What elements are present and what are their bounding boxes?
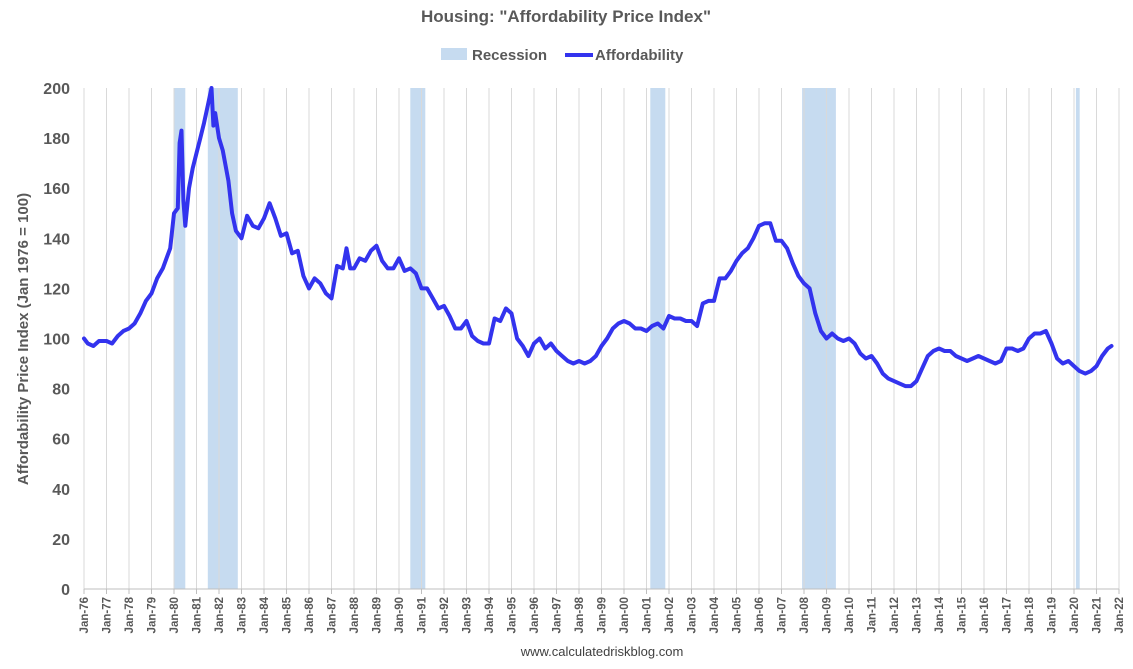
x-tick-label: Jan-97 [552, 597, 564, 633]
y-tick-label: 0 [61, 582, 70, 599]
x-tick-label: Jan-03 [687, 597, 699, 633]
x-tick-label: Jan-06 [754, 597, 766, 633]
legend-recession-swatch [441, 48, 467, 60]
x-tick-label: Jan-98 [574, 596, 586, 633]
y-tick-label: 120 [43, 281, 70, 298]
x-tick-label: Jan-08 [799, 596, 811, 633]
x-tick-label: Jan-19 [1047, 597, 1059, 633]
x-tick-label: Jan-85 [282, 596, 294, 633]
x-tick-label: Jan-90 [394, 597, 406, 633]
x-tick-label: Jan-10 [844, 597, 856, 633]
legend: Recession Affordability [441, 47, 684, 64]
x-tick-label: Jan-11 [867, 596, 879, 632]
x-tick-label: Jan-13 [912, 597, 924, 633]
x-tick-label: Jan-80 [169, 597, 181, 633]
chart-title: Housing: "Affordability Price Index" [421, 7, 711, 26]
recession-band [410, 88, 426, 589]
y-tick-label: 140 [43, 231, 70, 248]
grid-lines [83, 88, 1120, 589]
x-tick-label: Jan-79 [147, 597, 159, 633]
y-tick-label: 180 [43, 131, 70, 148]
affordability-series-line [82, 86, 1114, 389]
x-tick-label: Jan-21 [1092, 596, 1104, 633]
y-tick-label: 20 [52, 532, 70, 549]
x-tick-label: Jan-95 [507, 596, 519, 633]
x-tick-label: Jan-14 [934, 596, 946, 633]
recession-band [174, 88, 186, 589]
y-tick-label: 200 [43, 81, 70, 98]
x-tick-label: Jan-05 [732, 596, 744, 633]
x-tick-label: Jan-81 [192, 596, 204, 633]
x-axis-ticks: Jan-76 Jan-77 Jan-78 Jan-79 Jan-80 Jan-81 Jan-… [79, 589, 1126, 633]
source-credit: www.calculatedriskblog.com [520, 644, 684, 659]
x-tick-label: Jan-22 [1114, 597, 1126, 633]
x-tick-label: Jan-01 [642, 596, 654, 633]
x-tick-label: Jan-96 [529, 597, 541, 633]
x-tick-label: Jan-91 [417, 596, 429, 633]
x-tick-label: Jan-86 [304, 597, 316, 633]
x-tick-label: Jan-04 [709, 596, 721, 633]
y-tick-label: 80 [52, 382, 70, 399]
x-tick-label: Jan-12 [889, 597, 901, 633]
x-tick-label: Jan-17 [1002, 597, 1014, 633]
x-tick-label: Jan-16 [979, 597, 991, 633]
x-tick-label: Jan-20 [1069, 597, 1081, 633]
x-tick-label: Jan-07 [777, 597, 789, 633]
recession-band [650, 88, 666, 589]
x-tick-label: Jan-15 [957, 596, 969, 633]
y-tick-label: 40 [52, 482, 70, 499]
x-tick-label: Jan-02 [664, 597, 676, 633]
x-tick-label: Jan-93 [462, 597, 474, 633]
x-tick-label: Jan-87 [327, 597, 339, 633]
x-tick-label: Jan-88 [349, 596, 361, 633]
y-tick-label: 160 [43, 181, 70, 198]
x-tick-label: Jan-99 [597, 597, 609, 633]
x-tick-label: Jan-09 [822, 597, 834, 633]
recession-band [1075, 88, 1080, 589]
x-tick-label: Jan-18 [1024, 596, 1036, 633]
y-axis-ticks: 0 20 40 60 80 100 120 140 160 180 200 [43, 81, 70, 599]
legend-recession-label: Recession [472, 47, 547, 64]
x-tick-label: Jan-76 [79, 597, 91, 633]
x-tick-label: Jan-89 [372, 597, 384, 633]
x-tick-label: Jan-78 [124, 596, 136, 633]
x-tick-label: Jan-77 [102, 597, 114, 633]
x-tick-label: Jan-82 [214, 597, 226, 633]
recession-band [207, 88, 238, 589]
y-axis-label: Affordability Price Index (Jan 1976 = 10… [15, 193, 32, 485]
x-tick-label: Jan-92 [439, 597, 451, 633]
y-tick-label: 100 [43, 332, 70, 349]
x-tick-label: Jan-84 [259, 596, 271, 633]
legend-affordability-label: Affordability [595, 47, 684, 64]
y-tick-label: 60 [52, 432, 70, 449]
recession-band [802, 88, 836, 589]
x-tick-label: Jan-00 [619, 597, 631, 633]
x-tick-label: Jan-94 [484, 596, 496, 633]
x-tick-label: Jan-83 [237, 597, 249, 633]
recession-bands [174, 88, 1080, 589]
